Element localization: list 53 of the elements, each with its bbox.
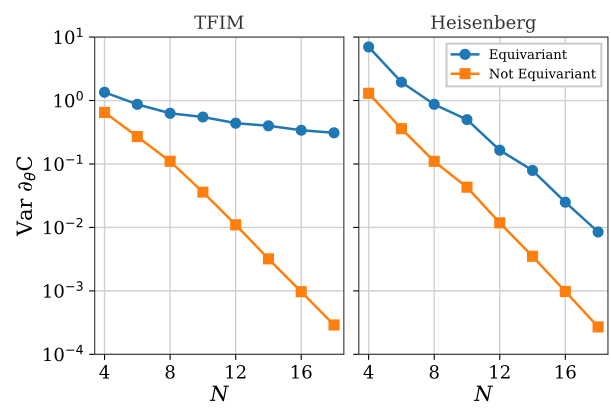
point [197, 186, 208, 198]
x-axis-title: N [474, 386, 494, 402]
x-tick-label: 12 [226, 365, 246, 378]
y-tick-label: 10$^{0}$ [54, 90, 83, 108]
x-tick-label: 4 [99, 365, 110, 378]
point [396, 123, 407, 134]
point [262, 253, 274, 264]
y-tick-label: 10$^{−4}$ [44, 344, 83, 362]
point [230, 219, 242, 230]
legend-label: Equivariant [490, 49, 567, 62]
point [164, 156, 176, 167]
x-tick-label: 8 [430, 365, 439, 379]
point [560, 196, 571, 208]
point [296, 286, 307, 298]
point [560, 286, 571, 297]
point [592, 321, 604, 333]
chart-title: Heisenberg [431, 15, 536, 33]
point [526, 164, 538, 176]
y-tick-label: 10$^{−2}$ [44, 218, 82, 234]
y-axis-title: Var ∂$_{θ}$C [16, 156, 36, 236]
point [98, 106, 110, 118]
point [197, 111, 208, 123]
point [132, 131, 143, 142]
point [230, 118, 242, 129]
point [262, 120, 274, 132]
point [494, 144, 506, 156]
point [428, 156, 440, 167]
point [494, 217, 506, 228]
point [363, 88, 374, 99]
point [132, 98, 143, 110]
point [526, 250, 538, 262]
point [592, 226, 604, 238]
point [428, 98, 440, 110]
x-tick-label: 16 [292, 365, 312, 379]
y-tick-label: 10$^{1}$ [54, 28, 83, 44]
chart-title: TFIM [194, 16, 244, 29]
x-tick-label: 8 [166, 365, 175, 379]
y-tick-label: 10$^{−3}$ [44, 281, 83, 298]
point [164, 108, 176, 119]
x-tick-label: 4 [363, 365, 374, 378]
x-tick-label: 12 [490, 365, 510, 378]
point [363, 41, 374, 52]
legend-label: Not Equivariant [489, 68, 596, 82]
y-tick-label: 10$^{−1}$ [44, 154, 82, 171]
point [396, 76, 407, 88]
point [328, 319, 340, 331]
x-tick-label: 16 [556, 365, 576, 379]
point [98, 86, 110, 98]
point [328, 127, 340, 138]
x-axis-title: N [210, 386, 229, 402]
point [461, 182, 473, 193]
point [461, 114, 473, 126]
point [296, 124, 307, 136]
